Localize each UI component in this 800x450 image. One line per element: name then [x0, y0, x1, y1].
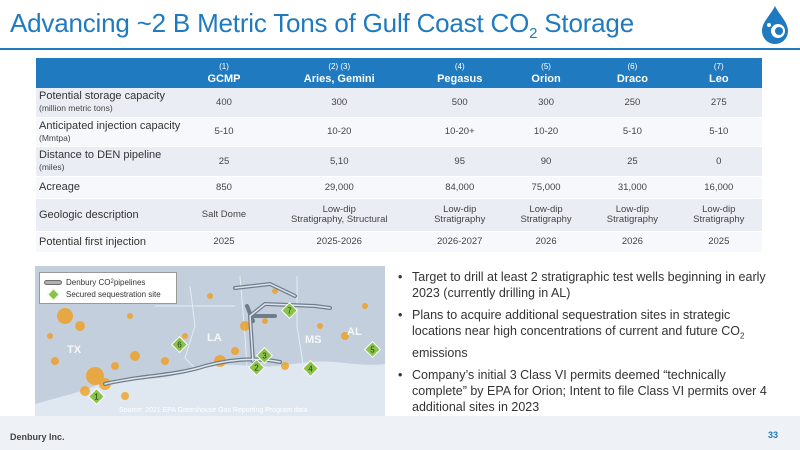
- list-item: Plans to acquire additional sequestratio…: [398, 307, 770, 361]
- state-label-al: AL: [347, 326, 362, 338]
- svg-text:5: 5: [370, 346, 375, 355]
- table-cell: 75,000: [502, 176, 590, 199]
- table-cell: 5-10: [186, 117, 262, 147]
- table-cell: 31,000: [589, 176, 676, 199]
- column-header: (2) (3) Aries, Gemini: [261, 58, 417, 88]
- row-label: Potential first injection: [36, 231, 186, 253]
- table-row: Acreage 850 29,000 84,000 75,000 31,000 …: [36, 176, 762, 199]
- row-label: Potential storage capacity (million metri…: [36, 88, 186, 118]
- svg-text:1: 1: [94, 393, 99, 402]
- site-marker-7: 7: [281, 302, 298, 319]
- table-cell: Salt Dome: [186, 198, 262, 232]
- gulf-coast-map: TX LA MS AL 1 2 3 4 5 6 7 Denbury CO 2 pi…: [35, 266, 385, 416]
- table-row: Anticipated injection capacity (Mmtpa) 5-…: [36, 117, 762, 147]
- table-row: Distance to DEN pipeline (miles) 25 5,10 …: [36, 146, 762, 177]
- table-cell: 2026: [589, 231, 676, 253]
- list-item: Company’s initial 3 Class VI permits dee…: [398, 367, 770, 415]
- table-cell: 2025-2026: [261, 231, 417, 253]
- row-label: Acreage: [36, 176, 186, 199]
- table-cell: 16,000: [675, 176, 762, 199]
- row-label: Anticipated injection capacity (Mmtpa): [36, 117, 186, 147]
- site-marker-2: 2: [248, 359, 265, 376]
- table-cell: Low-dip Stratigraphy: [589, 198, 676, 232]
- legend-item-site: Secured sequestration site: [44, 287, 172, 301]
- table-cell: 850: [186, 176, 262, 199]
- svg-text:6: 6: [177, 341, 182, 350]
- table-cell: 2025: [186, 231, 262, 253]
- column-header: (7) Leo: [675, 58, 762, 88]
- svg-text:2: 2: [254, 364, 259, 373]
- table-cell: 10-20+: [416, 117, 503, 147]
- table-cell: Low-dip Stratigraphy: [675, 198, 762, 232]
- table-cell: 0: [675, 146, 762, 177]
- table-cell: 2025: [675, 231, 762, 253]
- table-row: Geologic description Salt Dome Low-dip St…: [36, 198, 762, 232]
- table-row: Potential first injection 2025 2025-2026…: [36, 231, 762, 253]
- water-drop-logo-icon: [762, 6, 788, 44]
- table-cell: 275: [675, 88, 762, 118]
- table-cell: Low-dip Stratigraphy, Structural: [261, 198, 417, 232]
- table-header-row: (1) GCMP (2) (3) Aries, Gemini (4) Pegasus …: [36, 58, 762, 88]
- table-cell: 25: [186, 146, 262, 177]
- column-header: (6) Draco: [589, 58, 676, 88]
- table-cell: 84,000: [416, 176, 503, 199]
- state-label-ms: MS: [305, 334, 322, 346]
- table-cell: 250: [589, 88, 676, 118]
- diamond-marker-icon: [47, 287, 60, 301]
- site-marker-4: 4: [302, 360, 319, 377]
- table-corner-cell: [36, 58, 186, 88]
- row-label: Geologic description: [36, 198, 186, 232]
- page-number: 33: [767, 430, 778, 440]
- table-cell: 300: [261, 88, 417, 118]
- svg-text:7: 7: [287, 307, 292, 316]
- table-cell: Low-dip Stratigraphy: [416, 198, 503, 232]
- bullet-list: Target to drill at least 2 stratigraphic…: [398, 269, 770, 421]
- site-marker-5: 5: [364, 341, 381, 358]
- table-cell: 300: [502, 88, 590, 118]
- table-cell: 5,10: [261, 146, 417, 177]
- table-cell: 25: [589, 146, 676, 177]
- table-cell: 95: [416, 146, 503, 177]
- site-markers: 1 2 3 4 5 6 7: [88, 302, 381, 405]
- company-name: Denbury Inc.: [10, 432, 65, 442]
- map-legend: Denbury CO 2 pipelines Secured sequestrat…: [39, 272, 177, 304]
- table-cell: 5-10: [675, 117, 762, 147]
- pipeline-swatch-icon: [44, 279, 62, 285]
- map-source-note: Source: 2021 EPA Greenhouse Gas Reportin…: [119, 407, 308, 414]
- table-cell: 400: [186, 88, 262, 118]
- state-label-la: LA: [207, 332, 222, 344]
- table-cell: 10-20: [502, 117, 590, 147]
- column-header: (1) GCMP: [186, 58, 262, 88]
- site-marker-3: 3: [256, 347, 273, 364]
- footer-bar: Denbury Inc. 33: [0, 416, 800, 450]
- column-header: (4) Pegasus: [416, 58, 503, 88]
- svg-text:3: 3: [262, 352, 267, 361]
- table-row: Potential storage capacity (million metri…: [36, 88, 762, 118]
- row-label: Distance to DEN pipeline (miles): [36, 146, 186, 177]
- table-cell: 5-10: [589, 117, 676, 147]
- table-cell: 2026: [502, 231, 590, 253]
- table-cell: 90: [502, 146, 590, 177]
- table-cell: 500: [416, 88, 503, 118]
- site-marker-1: 1: [88, 388, 105, 405]
- site-marker-6: 6: [171, 336, 188, 353]
- page-title: Advancing ~2 B Metric Tons of Gulf Coast…: [10, 8, 634, 43]
- svg-text:4: 4: [308, 365, 313, 374]
- title-divider: [0, 48, 800, 50]
- storage-sites-table: (1) GCMP (2) (3) Aries, Gemini (4) Pegasus …: [36, 58, 762, 253]
- column-header: (5) Orion: [502, 58, 590, 88]
- table-cell: 2026-2027: [416, 231, 503, 253]
- table-cell: 29,000: [261, 176, 417, 199]
- table-cell: Low-dip Stratigraphy: [502, 198, 590, 232]
- state-label-tx: TX: [67, 344, 82, 356]
- table-cell: 10-20: [261, 117, 417, 147]
- list-item: Target to drill at least 2 stratigraphic…: [398, 269, 770, 301]
- legend-item-pipeline: Denbury CO 2 pipelines: [44, 276, 172, 288]
